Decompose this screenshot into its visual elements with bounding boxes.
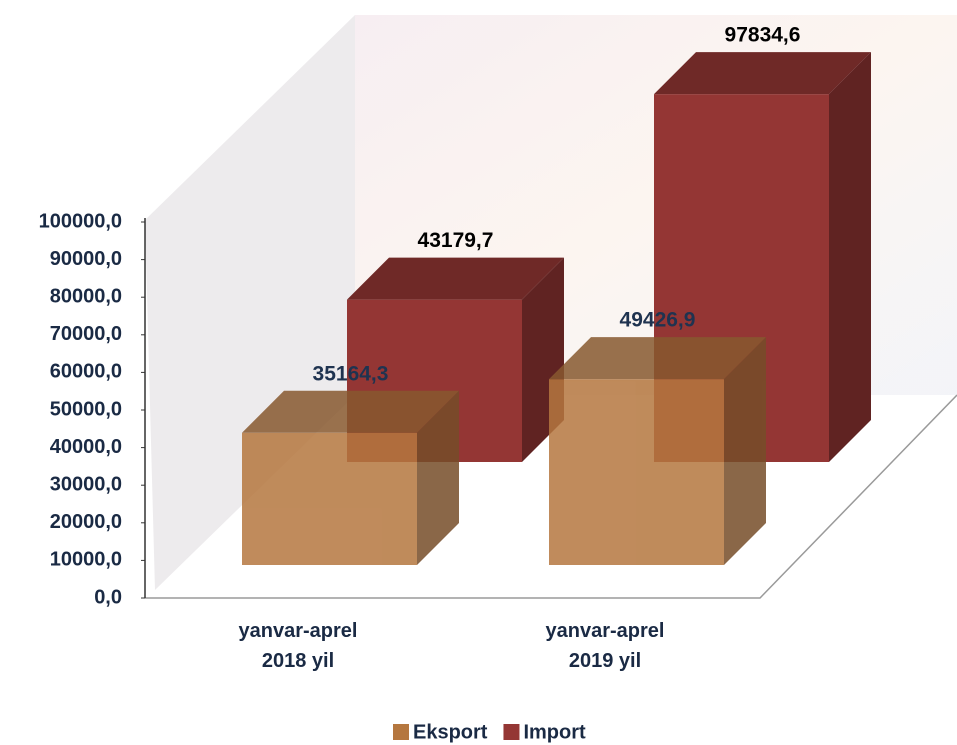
y-tick-label: 10000,0 <box>50 549 122 571</box>
bar-side <box>829 52 871 462</box>
y-tick-label: 50000,0 <box>50 398 122 420</box>
bar-top <box>654 52 871 95</box>
data-label: 49426,9 <box>620 309 696 332</box>
data-label: 97834,6 <box>725 24 801 47</box>
bar-top <box>347 257 564 300</box>
bar-top <box>549 337 766 380</box>
y-tick-label: 30000,0 <box>50 473 122 495</box>
legend-swatch <box>393 724 409 740</box>
data-label: 35164,3 <box>313 362 389 385</box>
bar-front <box>242 432 417 565</box>
y-tick-label: 100000,0 <box>39 210 122 232</box>
bar <box>242 390 459 565</box>
y-tick-label: 90000,0 <box>50 248 122 270</box>
bar <box>549 337 766 565</box>
legend-label: Eksport <box>413 721 488 743</box>
bar-front <box>549 379 724 565</box>
y-tick-label: 60000,0 <box>50 361 122 383</box>
legend-label: Import <box>523 721 586 743</box>
y-tick-label: 80000,0 <box>50 285 122 307</box>
bar-side <box>417 390 459 565</box>
bar-top <box>242 390 459 433</box>
y-tick-label: 40000,0 <box>50 436 122 458</box>
bar-side <box>724 337 766 565</box>
side-wall <box>145 15 355 590</box>
data-label: 43179,7 <box>418 229 494 252</box>
y-tick-label: 0,0 <box>94 586 122 608</box>
y-tick-label: 20000,0 <box>50 511 122 533</box>
legend-swatch <box>503 724 520 740</box>
x-tick-label: yanvar-aprel 2019 yil <box>546 620 665 672</box>
y-tick-label: 70000,0 <box>50 323 122 345</box>
x-tick-label: yanvar-aprel 2018 yil <box>239 620 358 672</box>
floor-edge <box>145 394 957 599</box>
